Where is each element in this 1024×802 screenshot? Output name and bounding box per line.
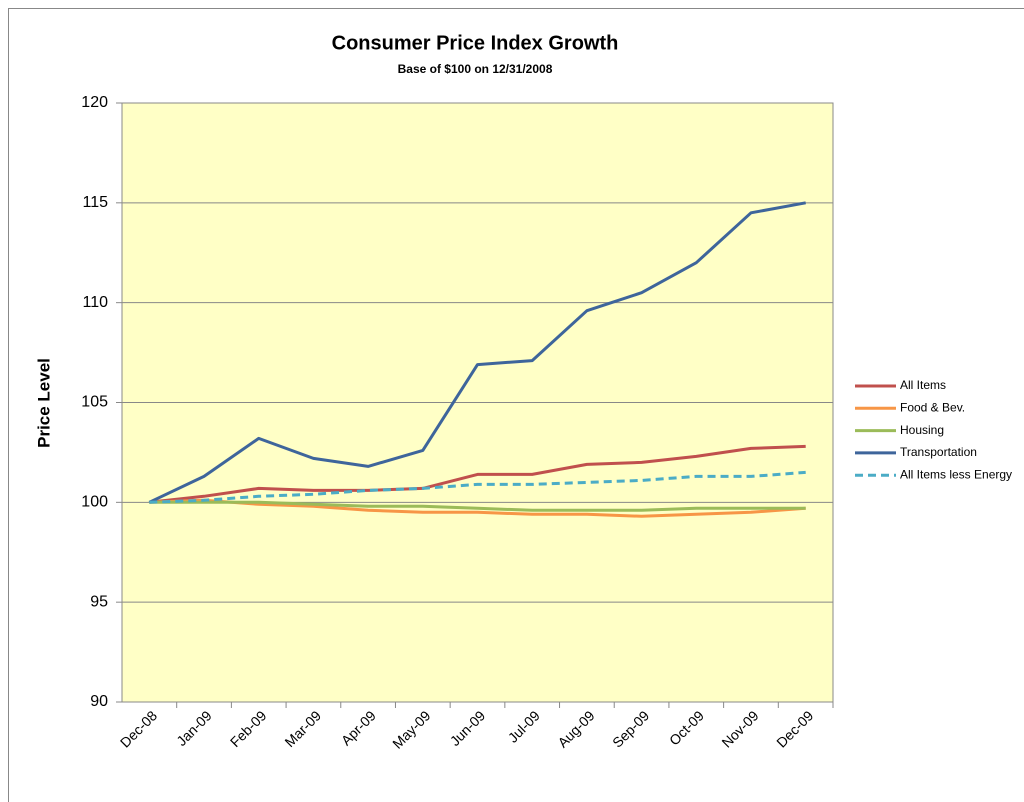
y-tick-label: 90: [90, 693, 108, 710]
legend-label: Transportation: [900, 445, 977, 459]
series-line: [149, 444, 806, 504]
y-tick-label: 120: [81, 94, 108, 111]
series-line: [149, 498, 806, 518]
y-tick-label: 115: [82, 194, 108, 211]
legend-label: Food & Bev.: [900, 400, 965, 414]
y-axis-label: Price Level: [34, 358, 53, 448]
chart-title: Consumer Price Index Growth: [332, 32, 619, 54]
y-tick-label: 95: [90, 593, 108, 610]
y-tick-label: 110: [82, 294, 108, 311]
legend-label: Housing: [900, 423, 944, 437]
series-line: [149, 470, 806, 504]
chart-subtitle: Base of $100 on 12/31/2008: [398, 62, 553, 76]
legend-label: All Items: [900, 378, 946, 392]
legend-label: All Items less Energy: [900, 467, 1012, 481]
series-line: [148, 201, 806, 504]
series-line: [149, 500, 806, 512]
y-tick-label: 100: [81, 494, 108, 511]
y-tick-label: 105: [81, 394, 108, 411]
